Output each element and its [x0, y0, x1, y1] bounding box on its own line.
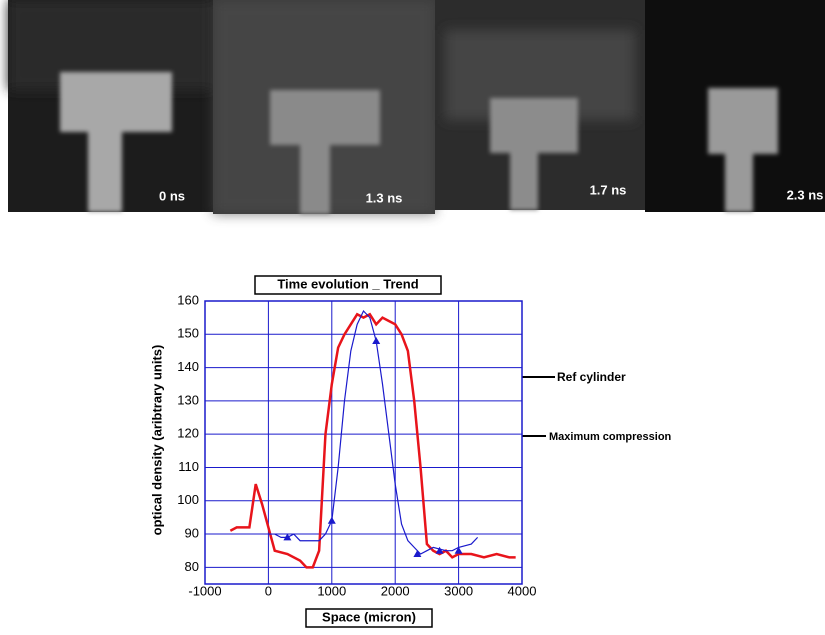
- chart-title: Time evolution _ Trend: [277, 276, 418, 291]
- x-tick-label: 4000: [508, 583, 537, 598]
- y-tick-label: 80: [185, 559, 199, 574]
- image-panel: 0 ns: [8, 0, 213, 212]
- annotation: Maximum compression: [549, 431, 672, 443]
- plot-area: [204, 300, 523, 585]
- data-line: [229, 312, 516, 569]
- x-axis-label: Space (micron): [322, 609, 416, 624]
- y-tick-label: 160: [177, 292, 199, 307]
- image-panel: 1.3 ns: [213, 0, 435, 214]
- marker: [372, 336, 381, 344]
- title-box: [254, 275, 442, 295]
- annotation: Ref cylinder: [557, 370, 626, 384]
- data-line: [268, 309, 479, 555]
- x-tick-label: 3000: [444, 583, 473, 598]
- marker: [413, 550, 422, 558]
- y-tick-label: 110: [178, 459, 199, 474]
- marker: [283, 533, 292, 541]
- y-tick-label: 130: [177, 392, 199, 407]
- x-tick-label: 0: [265, 583, 272, 598]
- marker: [454, 546, 463, 554]
- image-panel: 2.3 ns: [645, 0, 825, 212]
- y-tick-label: 150: [177, 326, 199, 341]
- y-axis-label: optical density (aribtrary units): [149, 345, 164, 536]
- y-tick-label: 90: [185, 525, 199, 540]
- x-tick-label: -1000: [188, 583, 221, 598]
- x-tick-label: 1000: [317, 583, 346, 598]
- x-label-box: [305, 608, 433, 628]
- y-tick-label: 120: [177, 426, 199, 441]
- panel-label: 0 ns: [159, 188, 185, 203]
- y-tick-label: 100: [177, 492, 199, 507]
- marker: [435, 546, 444, 554]
- image-panel: 1.7 ns: [435, 0, 645, 210]
- x-tick-label: 2000: [381, 583, 410, 598]
- panel-label: 1.3 ns: [366, 190, 403, 205]
- marker: [327, 516, 336, 524]
- panel-label: 2.3 ns: [787, 187, 824, 202]
- panel-label: 1.7 ns: [590, 182, 627, 197]
- y-tick-label: 140: [177, 359, 199, 374]
